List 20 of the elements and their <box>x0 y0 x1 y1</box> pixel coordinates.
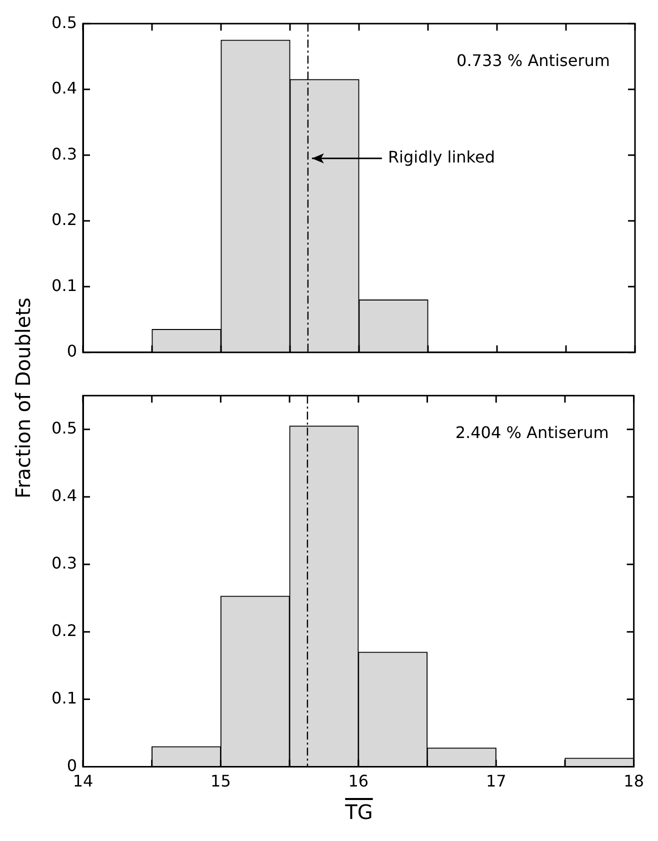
x-tick-label: 18 <box>624 772 644 791</box>
y-tick-label: 0.2 <box>52 620 77 640</box>
annotation: Rigidly linked <box>388 148 495 167</box>
annotation: 2.404 % Antiserum <box>455 422 609 442</box>
x-tick-label: 16 <box>348 772 369 791</box>
x-tick-label: 15 <box>210 772 231 791</box>
x-axis-title: TG <box>345 800 373 824</box>
y-tick-label: 0.4 <box>52 486 77 505</box>
y-tick-label: 0.3 <box>52 553 77 572</box>
y-tick-label: 0.5 <box>52 418 77 438</box>
y-tick-label: 0.2 <box>52 210 77 230</box>
y-axis-title: Fraction of Doublets <box>11 298 35 498</box>
y-tick-label: 0.3 <box>52 144 77 164</box>
y-tick-label: 0.4 <box>52 78 77 98</box>
y-tick-label: 0.1 <box>52 276 77 295</box>
y-tick-label: 0 <box>66 342 77 361</box>
annotation: 0.733 % Antiserum <box>456 50 610 70</box>
y-tick-label: 0.1 <box>52 688 77 708</box>
x-tick-label: 17 <box>486 772 506 791</box>
y-tick-label: 0.5 <box>52 12 77 32</box>
